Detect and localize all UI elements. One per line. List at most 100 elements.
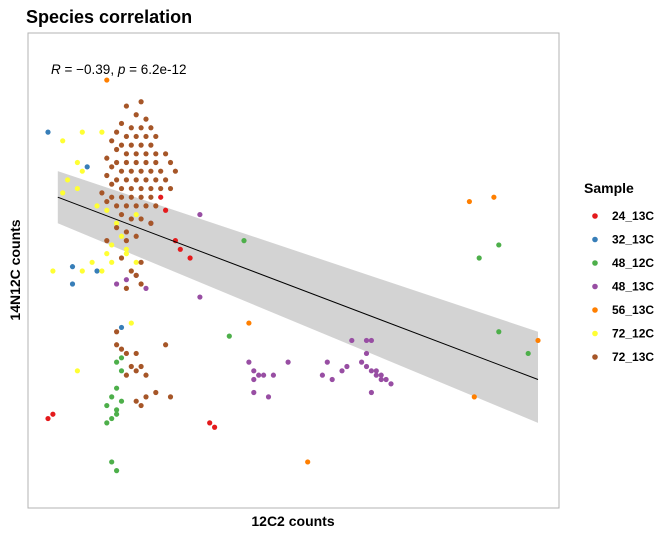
point-72_13C: [138, 216, 144, 222]
point-24_13C: [45, 415, 51, 422]
point-72_13C: [133, 133, 139, 140]
point-72_12C: [50, 268, 56, 274]
point-48_12C: [109, 415, 115, 422]
point-72_13C: [163, 151, 169, 157]
point-72_13C: [153, 151, 159, 157]
point-72_13C: [128, 168, 134, 174]
point-72_13C: [118, 168, 125, 174]
point-72_13C: [143, 116, 149, 122]
point-48_12C: [114, 359, 120, 365]
point-72_13C: [148, 220, 154, 226]
point-48_13C: [383, 376, 389, 383]
point-72_13C: [128, 194, 134, 200]
point-32_13C: [94, 268, 100, 274]
point-72_12C: [104, 207, 110, 213]
point-72_12C: [74, 368, 80, 374]
point-48_12C: [476, 255, 482, 261]
chart-title: Species correlation: [26, 7, 192, 27]
point-72_12C: [60, 138, 66, 144]
point-72_12C: [94, 203, 100, 209]
panel-border: [27, 32, 560, 509]
point-48_13C: [246, 359, 252, 365]
point-72_13C: [118, 194, 125, 200]
point-72_13C: [128, 142, 134, 148]
point-48_13C: [265, 394, 272, 400]
point-56_13C: [466, 198, 472, 205]
point-72_12C: [118, 233, 125, 239]
point-72_13C: [148, 194, 154, 200]
point-48_13C: [368, 368, 374, 374]
point-48_13C: [197, 294, 203, 300]
point-48_12C: [118, 368, 125, 374]
point-72_13C: [109, 164, 115, 170]
point-72_12C: [79, 168, 85, 174]
point-72_13C: [138, 281, 144, 287]
point-48_12C: [496, 329, 502, 335]
point-72_13C: [133, 151, 139, 157]
point-72_13C: [123, 372, 129, 378]
point-48_13C: [251, 389, 257, 396]
point-72_13C: [153, 389, 159, 396]
point-48_12C: [496, 242, 502, 248]
point-72_13C: [114, 146, 120, 153]
point-48_13C: [143, 285, 149, 291]
point-72_13C: [118, 211, 125, 218]
legend-key-48_12C: [592, 260, 598, 266]
legend: Sample 24_13C 32_13C 48_12C 48_13C 56_13C 72_…: [584, 180, 654, 364]
point-72_13C: [153, 177, 159, 183]
point-72_13C: [163, 342, 169, 348]
legend-key-32_13C: [592, 236, 598, 243]
point-72_13C: [118, 120, 125, 127]
legend-key-72_12C: [592, 330, 598, 337]
point-72_13C: [138, 142, 144, 148]
point-72_13C: [143, 394, 149, 400]
point-72_13C: [138, 168, 144, 174]
point-24_13C: [163, 207, 169, 213]
point-72_13C: [148, 125, 154, 131]
point-48_13C: [388, 381, 394, 387]
point-72_13C: [158, 168, 164, 174]
point-48_12C: [114, 407, 120, 413]
point-72_12C: [123, 246, 129, 252]
point-72_13C: [138, 185, 144, 192]
point-72_13C: [118, 255, 125, 261]
point-72_13C: [109, 181, 115, 187]
legend-label-72_12C: 72_12C: [612, 327, 654, 341]
point-72_13C: [138, 259, 144, 265]
point-48_13C: [363, 337, 370, 344]
point-48_13C: [378, 372, 384, 378]
point-72_13C: [143, 372, 149, 378]
point-72_13C: [114, 177, 120, 183]
legend-key-24_13C: [592, 213, 598, 219]
point-72_13C: [133, 368, 139, 374]
point-24_13C: [177, 246, 183, 252]
legend-key-72_13C: [592, 354, 598, 360]
point-72_13C: [133, 203, 139, 209]
point-72_13C: [128, 185, 134, 192]
point-72_13C: [104, 172, 110, 179]
point-72_13C: [133, 350, 139, 357]
point-72_12C: [128, 320, 134, 326]
point-72_13C: [114, 129, 120, 135]
point-48_13C: [339, 368, 345, 374]
point-72_13C: [172, 168, 178, 174]
point-72_12C: [114, 220, 120, 226]
point-72_13C: [114, 329, 120, 335]
point-72_13C: [138, 99, 144, 105]
point-48_12C: [241, 238, 247, 244]
legend-label-56_13C: 56_13C: [612, 303, 654, 317]
point-48_12C: [109, 459, 115, 465]
point-72_13C: [138, 194, 144, 200]
point-48_13C: [324, 359, 330, 365]
point-72_12C: [65, 177, 71, 183]
point-72_13C: [123, 229, 129, 235]
point-72_12C: [104, 251, 110, 257]
point-48_12C: [525, 350, 531, 357]
point-24_13C: [50, 411, 56, 417]
legend-label-72_13C: 72_13C: [612, 350, 654, 364]
point-48_12C: [114, 468, 120, 474]
point-72_13C: [167, 185, 174, 192]
point-72_13C: [138, 402, 144, 409]
point-48_13C: [363, 363, 370, 370]
point-48_13C: [378, 376, 384, 383]
